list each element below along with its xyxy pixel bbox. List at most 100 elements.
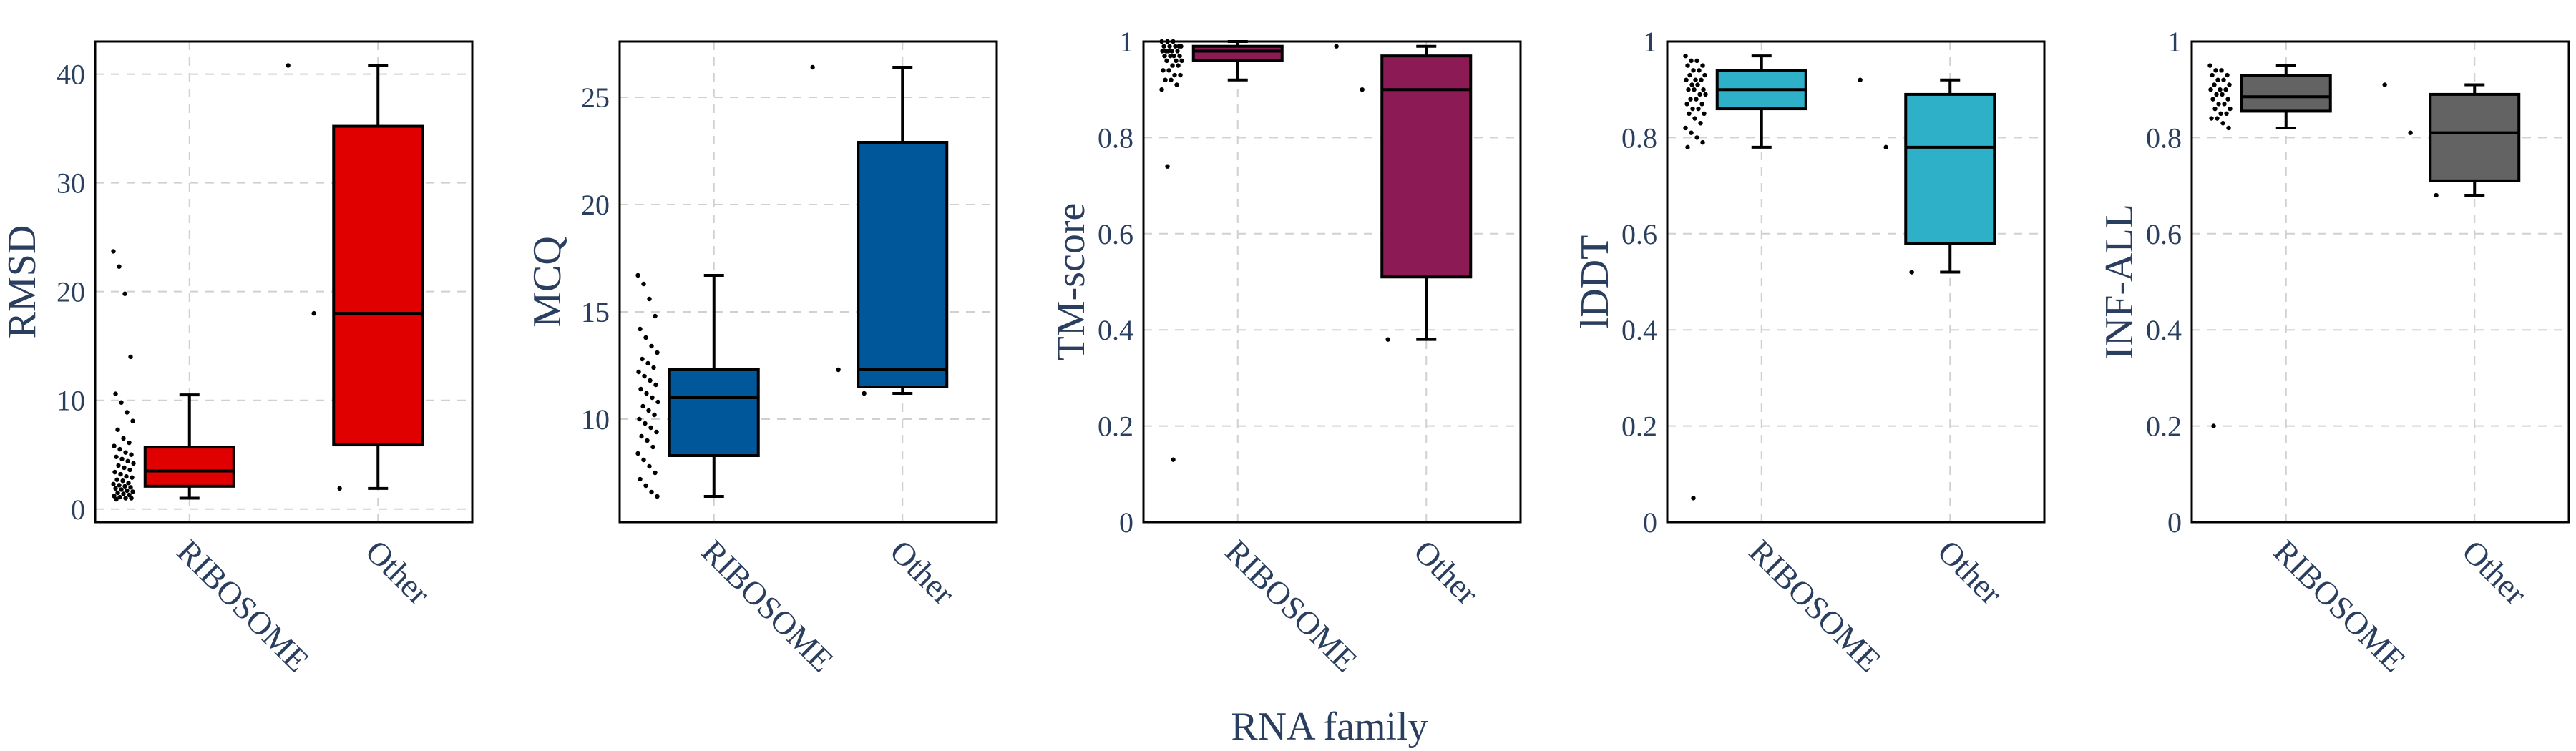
data-point xyxy=(1171,53,1176,59)
data-point xyxy=(119,456,125,462)
data-point xyxy=(1176,63,1181,68)
data-point xyxy=(126,481,131,486)
x-axis-title: RNA family xyxy=(1231,705,1428,749)
data-point xyxy=(1174,58,1179,64)
data-point xyxy=(635,451,640,456)
data-point xyxy=(1167,44,1172,49)
data-point xyxy=(2208,87,2213,92)
data-point xyxy=(1698,121,1703,126)
y-tick-label: 20 xyxy=(57,276,85,308)
points-other xyxy=(286,63,342,491)
iqr-box xyxy=(1191,44,1284,62)
data-point xyxy=(117,494,122,500)
x-category-label: Other xyxy=(883,533,962,612)
data-point xyxy=(1688,97,1693,102)
data-point xyxy=(111,249,116,254)
data-point xyxy=(2211,423,2216,428)
data-point xyxy=(650,444,655,450)
data-point xyxy=(286,63,291,68)
data-point xyxy=(124,473,129,479)
y-tick-label: 0.4 xyxy=(1621,314,1657,346)
data-point xyxy=(1693,77,1698,82)
data-point xyxy=(2212,106,2218,112)
box-ribosome xyxy=(143,393,235,500)
panel-rmsd: 0 10 20 30 40 RIBOSOME Other RMSD xyxy=(0,40,474,679)
plot-frame xyxy=(1666,40,2046,524)
data-point xyxy=(1700,139,1705,145)
iqr-box xyxy=(2429,92,2521,182)
data-point xyxy=(1175,49,1180,54)
y-tick-label: 1 xyxy=(2167,26,2182,58)
data-point xyxy=(645,360,650,366)
data-point xyxy=(127,440,132,446)
data-point xyxy=(647,463,652,469)
data-point xyxy=(2225,72,2230,78)
data-point xyxy=(117,264,122,269)
data-point xyxy=(2408,130,2413,135)
data-point xyxy=(130,489,135,494)
data-point xyxy=(2219,68,2224,73)
x-category-label: Other xyxy=(1931,533,2009,612)
data-point xyxy=(1695,82,1700,87)
data-point xyxy=(123,450,128,455)
data-point xyxy=(130,475,135,480)
data-point xyxy=(1690,106,1695,112)
data-point xyxy=(121,491,126,496)
y-tick-label: 0.8 xyxy=(1098,122,1133,154)
data-point xyxy=(129,496,134,501)
data-point xyxy=(130,418,135,423)
data-point xyxy=(1689,82,1694,87)
data-point xyxy=(1691,68,1696,73)
data-point xyxy=(1172,72,1177,78)
data-point xyxy=(122,484,127,489)
data-point xyxy=(647,296,652,302)
data-point xyxy=(122,465,127,471)
data-point xyxy=(810,64,815,70)
data-point xyxy=(1169,77,1174,82)
data-point xyxy=(2434,192,2439,198)
points-other xyxy=(1858,77,1914,275)
data-point xyxy=(127,467,132,473)
data-point xyxy=(115,490,120,496)
data-point xyxy=(643,483,648,489)
plot-frame xyxy=(618,40,998,524)
data-point xyxy=(1692,87,1697,92)
box-other xyxy=(1380,44,1473,341)
data-point xyxy=(650,395,655,401)
iqr-box xyxy=(1904,92,1996,245)
data-point xyxy=(1170,63,1175,68)
data-point xyxy=(125,410,130,415)
data-point xyxy=(1697,68,1702,73)
data-point xyxy=(1171,457,1176,462)
data-point xyxy=(2216,102,2221,107)
data-point xyxy=(1178,72,1183,78)
data-point xyxy=(640,403,645,409)
y-tick-label: 0 xyxy=(1643,506,1657,539)
data-point xyxy=(121,436,126,441)
y-tick-label: 0.6 xyxy=(1098,218,1133,250)
data-point xyxy=(114,454,119,459)
data-point xyxy=(117,483,122,488)
y-axis-title: MCQ xyxy=(525,236,570,328)
data-point xyxy=(131,461,136,466)
data-point xyxy=(1334,44,1339,49)
data-point xyxy=(114,477,119,482)
data-point xyxy=(2218,87,2223,92)
data-point xyxy=(651,365,656,370)
data-point xyxy=(2215,77,2220,82)
data-point xyxy=(1684,102,1689,107)
box-ribosome xyxy=(1715,54,1807,149)
data-point xyxy=(1684,77,1689,82)
y-tick-label: 0.8 xyxy=(1621,122,1657,154)
plot-frame xyxy=(94,40,474,524)
data-point xyxy=(649,343,654,349)
iqr-box xyxy=(143,446,235,488)
x-category-label: Other xyxy=(2455,533,2534,612)
data-point xyxy=(1163,77,1168,82)
x-category-label: RIBOSOME xyxy=(170,533,316,679)
box-ribosome xyxy=(2240,64,2332,129)
data-point xyxy=(2220,121,2225,126)
data-point xyxy=(2210,97,2215,102)
data-point xyxy=(311,310,316,316)
